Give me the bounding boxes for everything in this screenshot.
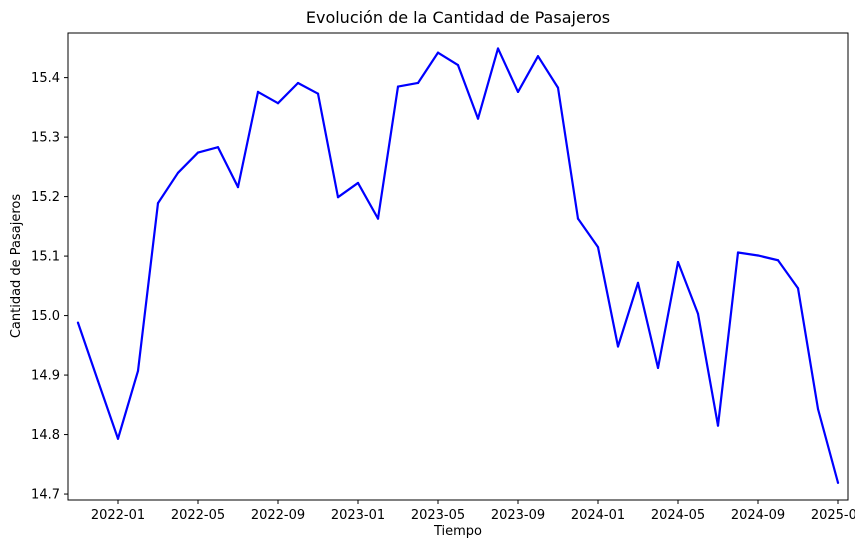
y-tick-label: 14.7 (31, 488, 60, 503)
x-tick-label: 2023-09 (491, 508, 545, 523)
y-tick-label: 15.0 (31, 309, 60, 324)
data-point (77, 322, 79, 324)
data-point (737, 251, 739, 253)
y-tick-label: 15.1 (31, 250, 60, 265)
data-point (677, 261, 679, 263)
x-tick-label: 2022-01 (91, 508, 145, 523)
data-point (497, 47, 499, 49)
chart-title: Evolución de la Cantidad de Pasajeros (306, 8, 610, 27)
data-point (117, 438, 119, 440)
data-point (817, 408, 819, 410)
x-tick-label: 2023-05 (411, 508, 465, 523)
data-point (517, 91, 519, 93)
x-tick-label: 2025-01 (811, 508, 855, 523)
data-point (317, 93, 319, 95)
data-point (437, 52, 439, 54)
data-point (637, 282, 639, 284)
x-tick-label: 2022-05 (171, 508, 225, 523)
data-point (137, 370, 139, 372)
data-point (537, 55, 539, 57)
data-point (697, 313, 699, 315)
y-tick-label: 14.9 (31, 369, 60, 384)
y-axis-label: Cantidad de Pasajeros (9, 194, 24, 339)
data-point (97, 380, 99, 382)
x-tick-label: 2022-09 (251, 508, 305, 523)
data-point (477, 118, 479, 120)
data-point (717, 425, 719, 427)
data-point (357, 182, 359, 184)
x-axis-label: Tiempo (433, 524, 482, 539)
data-point (657, 367, 659, 369)
data-point (277, 102, 279, 104)
data-point (177, 172, 179, 174)
x-tick-label: 2023-01 (331, 508, 385, 523)
y-tick-label: 15.3 (31, 131, 60, 146)
data-point (457, 64, 459, 66)
data-point (597, 246, 599, 248)
data-point (557, 87, 559, 89)
data-point (297, 82, 299, 84)
data-point (377, 218, 379, 220)
data-point (237, 186, 239, 188)
data-point (217, 146, 219, 148)
data-point (397, 85, 399, 87)
data-point (837, 482, 839, 484)
y-tick-label: 14.8 (31, 428, 60, 443)
x-tick-label: 2024-05 (651, 508, 705, 523)
y-tick-label: 15.4 (31, 71, 60, 86)
data-point (257, 91, 259, 93)
data-point (197, 151, 199, 153)
data-point (157, 202, 159, 204)
data-point (417, 82, 419, 84)
x-tick-label: 2024-09 (731, 508, 785, 523)
data-point (577, 218, 579, 220)
data-point (797, 287, 799, 289)
data-point (757, 254, 759, 256)
data-point (617, 345, 619, 347)
data-point (777, 259, 779, 261)
y-tick-label: 15.2 (31, 190, 60, 205)
x-tick-label: 2024-01 (571, 508, 625, 523)
data-point (337, 196, 339, 198)
